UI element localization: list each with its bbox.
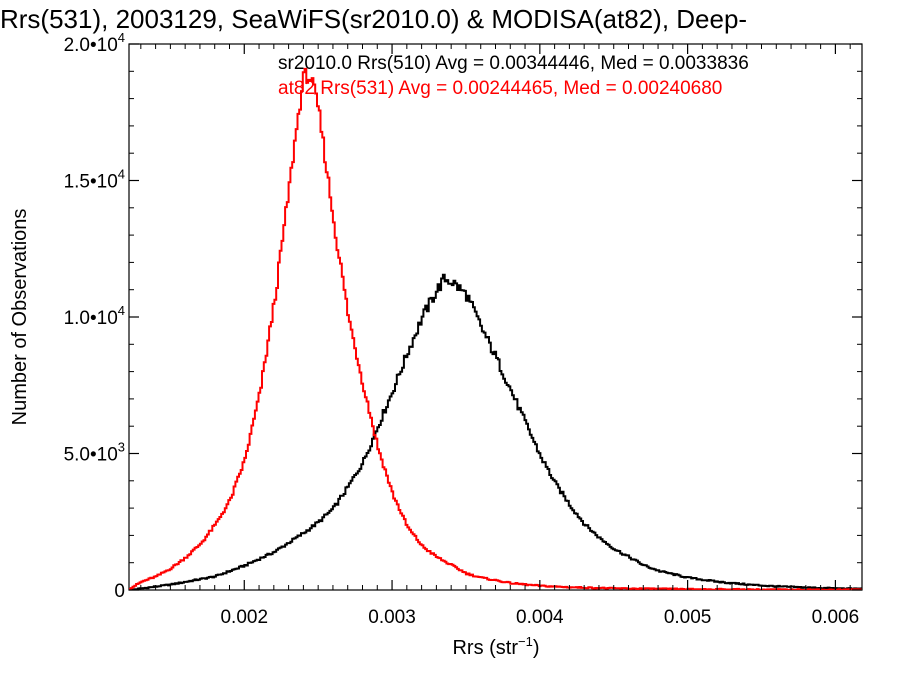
plot-border — [128, 43, 863, 591]
y-tick-label: 5.0•103 — [64, 440, 125, 466]
legend-entry: sr2010.0 Rrs(510) Avg = 0.00344446, Med … — [278, 53, 749, 74]
x-tick-label: 0.005 — [664, 607, 712, 628]
y-tick-label: 0 — [114, 581, 125, 602]
histogram-series-1 — [129, 67, 862, 590]
x-tick-label: 0.004 — [516, 607, 564, 628]
y-axis-label: Number of Observations — [9, 209, 31, 426]
series-layer — [129, 67, 862, 590]
legend-entry: at82 Rrs(531) Avg = 0.00244465, Med = 0.… — [278, 78, 722, 99]
x-tick-label: 0.006 — [812, 607, 860, 628]
histogram-series-0 — [129, 273, 862, 590]
x-tick-label: 0.002 — [220, 607, 268, 628]
y-tick-label: 2.0•104 — [64, 30, 125, 56]
y-tick-label: 1.5•104 — [64, 167, 125, 193]
plot-frame — [128, 43, 863, 591]
legend: sr2010.0 Rrs(510) Avg = 0.00344446, Med … — [278, 53, 749, 99]
chart-title: Rrs(531), 2003129, SeaWiFS(sr2010.0) & M… — [0, 4, 747, 34]
x-tick-label: 0.003 — [368, 607, 416, 628]
y-tick-label: 1.0•104 — [64, 303, 125, 329]
x-axis-label: Rrs (str−1) — [452, 634, 539, 659]
ticks-layer: 0.002 0.003 0.004 0.005 0.006 0 5.0•103 1.0•104… — [64, 30, 862, 628]
